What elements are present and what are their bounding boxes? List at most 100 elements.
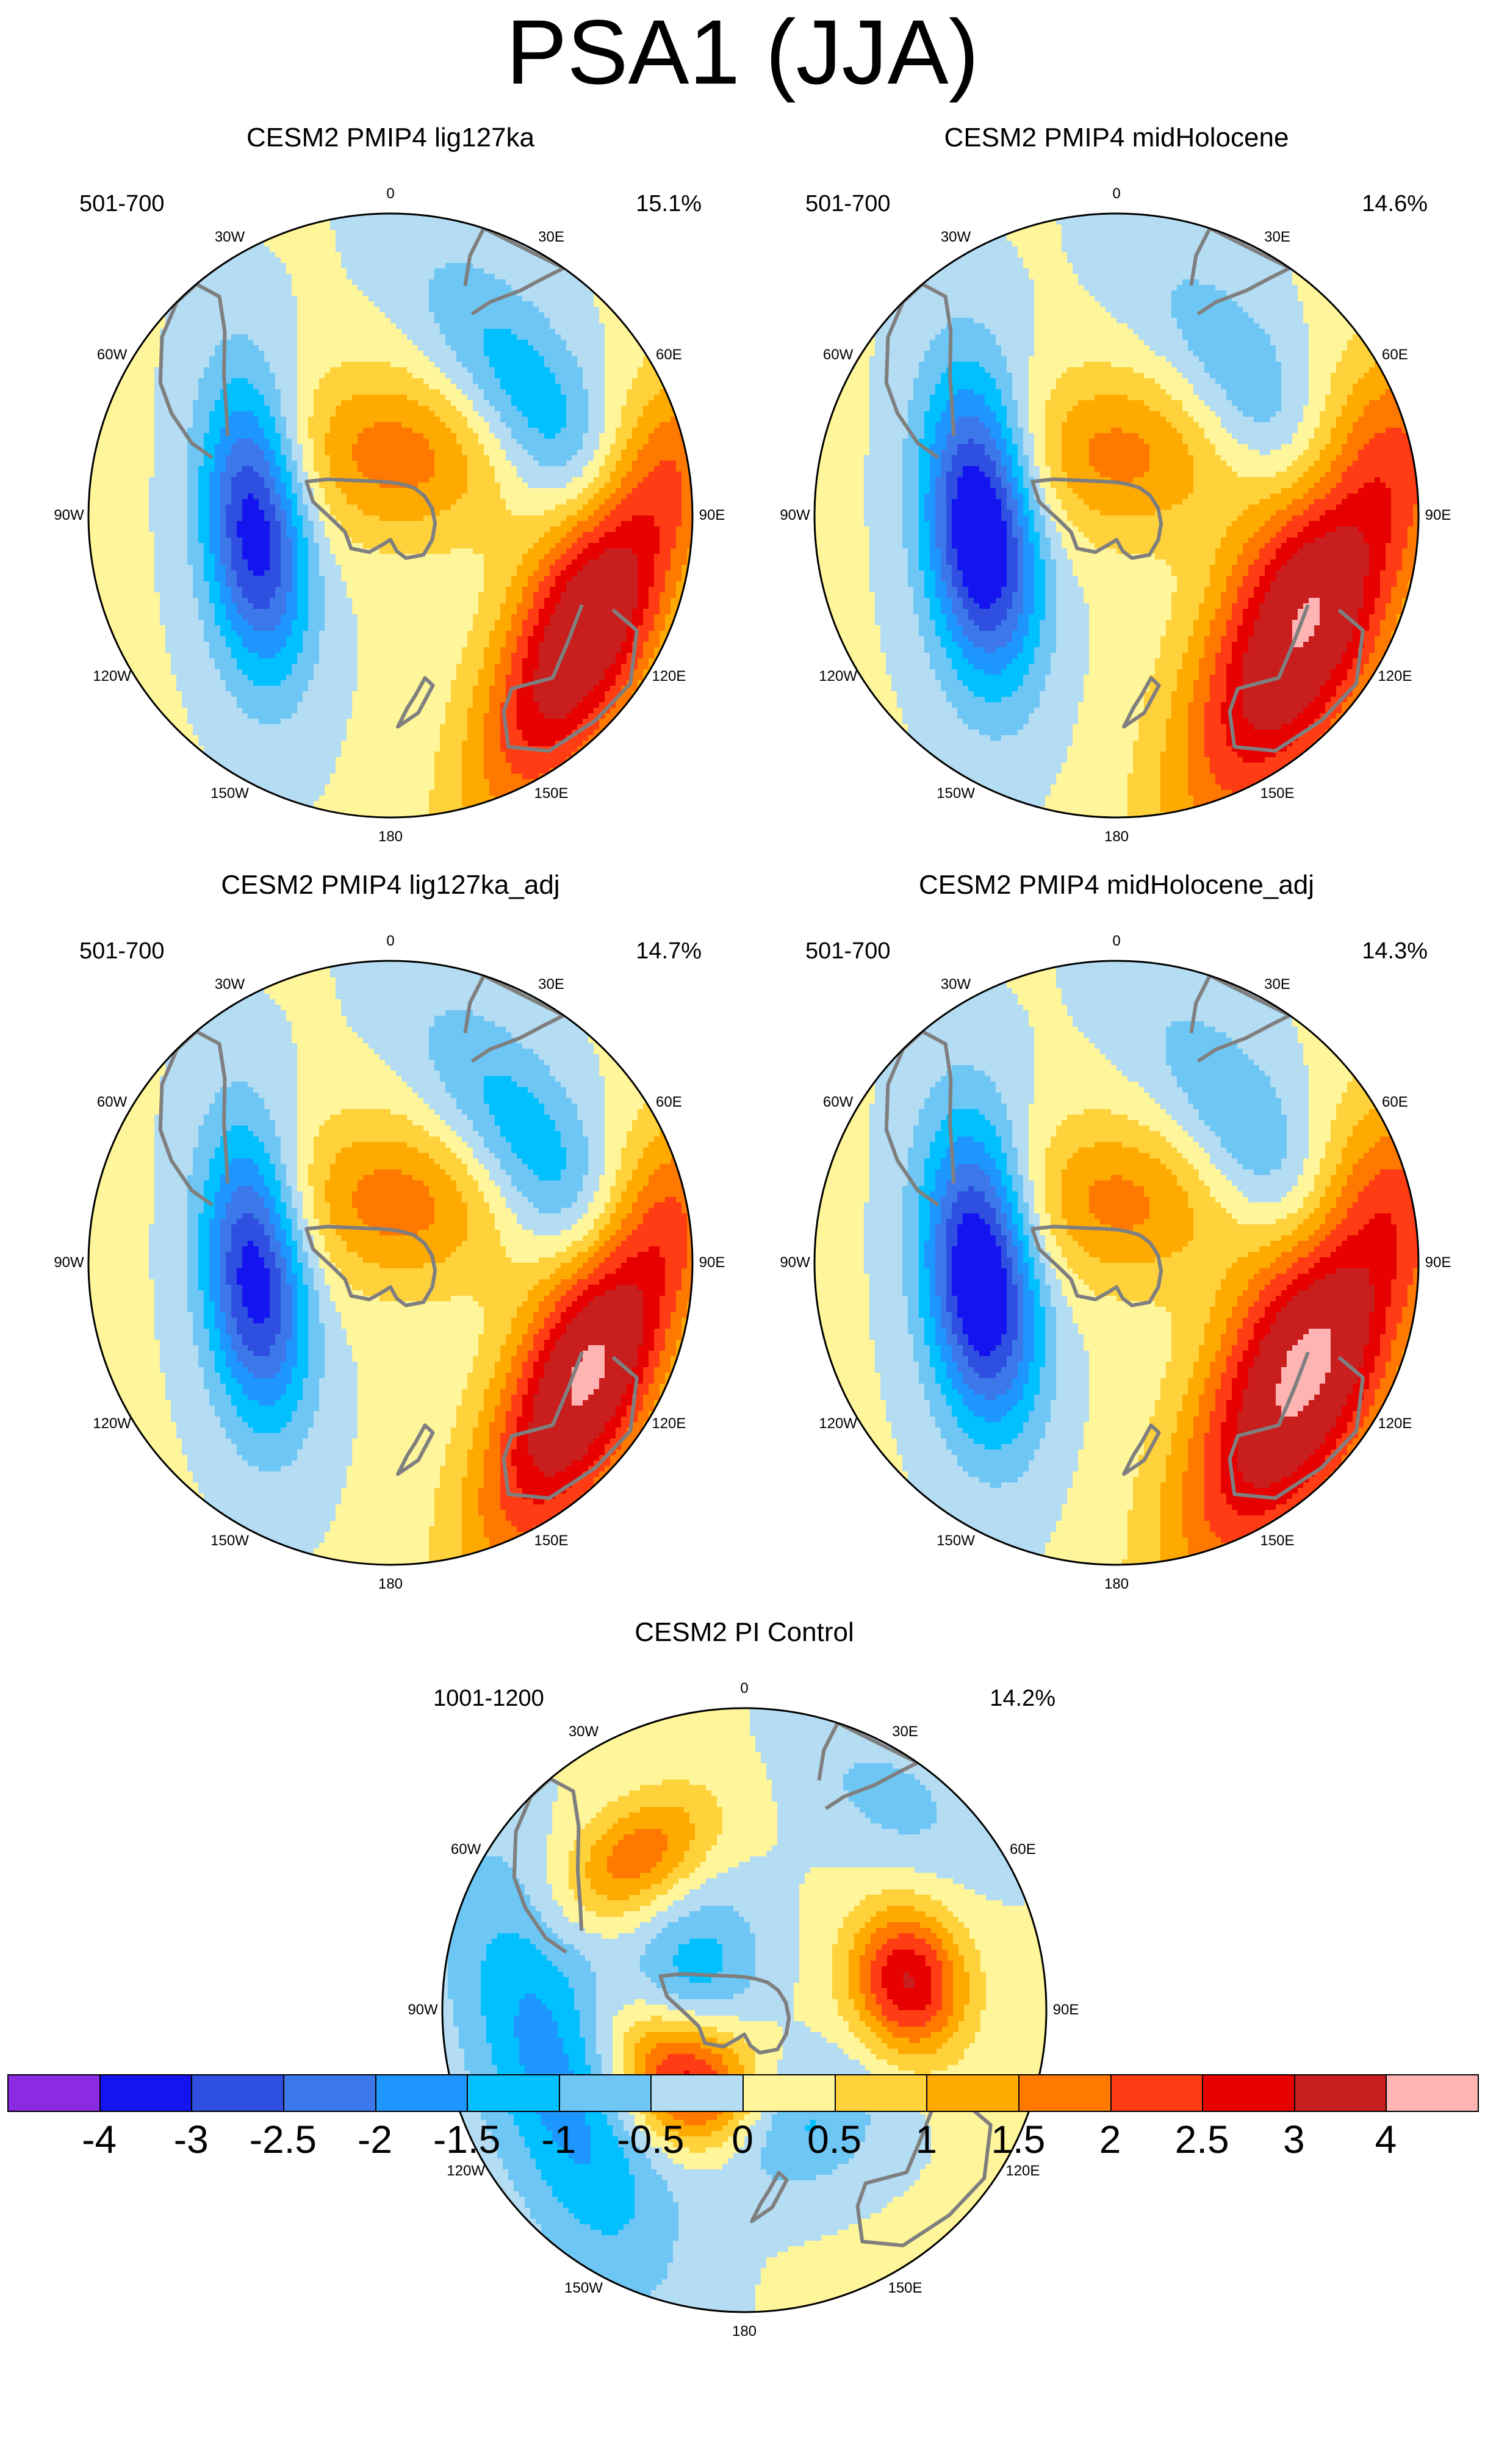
longitude-label: 120W [93,668,131,685]
longitude-label: 30W [215,976,245,993]
longitude-label: 60W [823,1094,853,1111]
coastlines [512,1721,993,2247]
coastlines [158,974,639,1500]
longitude-label: 180 [732,2323,757,2340]
colorbar-swatch [1293,2074,1387,2112]
longitude-label: 30W [569,1723,599,1740]
colorbar-swatch [282,2074,376,2112]
longitude-label: 60W [451,1841,481,1858]
colorbar-swatch [558,2074,652,2112]
panel-variance: 14.3% [1362,938,1428,964]
colorbar-tick-label: -3 [174,2118,209,2161]
longitude-label: 90W [54,507,84,524]
longitude-label: 30E [1264,976,1290,993]
contour-field [88,961,692,1565]
longitude-label: 150W [210,1532,249,1550]
colorbar-swatch [1202,2074,1295,2112]
longitude-label: 150W [564,2280,603,2297]
colorbar-tick-label: -4 [82,2118,117,2161]
panel-variance: 14.7% [636,938,702,964]
colorbar-tick-label: -2.5 [250,2118,317,2161]
colorbar-tick-label: 3 [1283,2118,1305,2161]
longitude-label: 0 [1112,185,1120,203]
longitude-label: 150W [937,1532,975,1550]
longitude-label: 180 [1104,1576,1129,1593]
panel-title: CESM2 PI Control [415,1617,1074,1648]
longitude-label: 90E [699,507,725,524]
polar-map [813,212,1420,819]
longitude-label: 120W [93,1415,131,1432]
map-border [87,960,694,1566]
map-border [813,960,1420,1566]
longitude-label: 150E [888,2280,922,2297]
colorbar-swatch [467,2074,560,2112]
longitude-label: 30E [1264,229,1290,246]
longitude-label: 90E [1425,507,1451,524]
colorbar-tick-label: 0 [732,2118,753,2161]
longitude-label: 120E [1378,1415,1412,1432]
longitude-label: 30W [215,229,245,246]
colorbar-swatch [650,2074,744,2112]
longitude-label: 60W [97,1094,127,1111]
figure-title: PSA1 (JJA) [0,0,1485,104]
contour-field [814,214,1418,817]
panel-midholocene: CESM2 PMIP4 midHolocene 501-700 14.6% 0 3… [780,122,1451,845]
longitude-label: 180 [378,1576,403,1593]
colorbar-swatch [926,2074,1019,2112]
longitude-label: 120E [652,1415,686,1432]
longitude-label: 120E [652,668,686,685]
coastlines [884,226,1365,753]
longitude-label: 60W [823,347,853,364]
colorbar-swatch [99,2074,193,2112]
longitude-label: 0 [386,185,394,203]
panel-variance: 15.1% [636,190,702,217]
colorbar-swatch [1110,2074,1204,2112]
colorbar-swatch [191,2074,284,2112]
panel-pi-control: CESM2 PI Control 1001-1200 14.2% 0 30E 60E… [408,1617,1079,2340]
colorbar-swatch [743,2074,836,2112]
longitude-label: 180 [1104,828,1129,846]
colorbar-swatch [1386,2074,1479,2112]
colorbar-tick-label: 2.5 [1175,2118,1229,2161]
longitude-label: 120W [819,668,857,685]
polar-map [87,960,694,1566]
colorbar-swatch [375,2074,469,2112]
panel-variance: 14.6% [1362,190,1428,217]
colorbar-swatch [1018,2074,1112,2112]
panel-lig127ka: CESM2 PMIP4 lig127ka 501-700 15.1% 0 30E 6… [54,122,725,845]
longitude-label: 90W [780,507,810,524]
longitude-label: 90E [1425,1254,1451,1271]
longitude-label: 150E [534,1532,568,1550]
longitude-label: 60W [97,347,127,364]
map-border [87,212,694,819]
longitude-label: 60E [656,1094,682,1111]
map-border [441,1707,1048,2313]
panel-years: 1001-1200 [433,1685,544,1712]
longitude-label: 120E [1378,668,1412,685]
map-border [813,212,1420,819]
longitude-label: 60E [1382,347,1408,364]
panel-title: CESM2 PMIP4 lig127ka [61,122,720,154]
panel-years: 501-700 [805,938,890,964]
longitude-label: 90W [54,1254,84,1271]
longitude-label: 90W [780,1254,810,1271]
colorbar-tick-label: 4 [1375,2118,1397,2161]
longitude-label: 60E [1382,1094,1408,1111]
panel-years: 501-700 [79,938,164,964]
longitude-label: 0 [1112,933,1120,950]
longitude-label: 180 [378,828,403,846]
panel-variance: 14.2% [990,1685,1055,1712]
longitude-label: 150E [1260,785,1294,802]
longitude-label: 90W [408,2002,437,2019]
longitude-label: 60E [1010,1841,1036,1858]
longitude-label: 120W [447,2163,485,2180]
polar-map [87,212,694,819]
colorbar: -4 -3 -2.5 -2 -1.5 -1 -0.5 0 0.5 1 1.5 2 2.5 3 4 [7,2074,1479,2161]
longitude-label: 30E [892,1723,918,1740]
colorbar-swatch [834,2074,928,2112]
longitude-label: 150W [210,785,249,802]
panel-years: 501-700 [79,190,164,217]
contour-field [814,961,1418,1565]
panel-title: CESM2 PMIP4 midHolocene_adj [787,869,1446,901]
